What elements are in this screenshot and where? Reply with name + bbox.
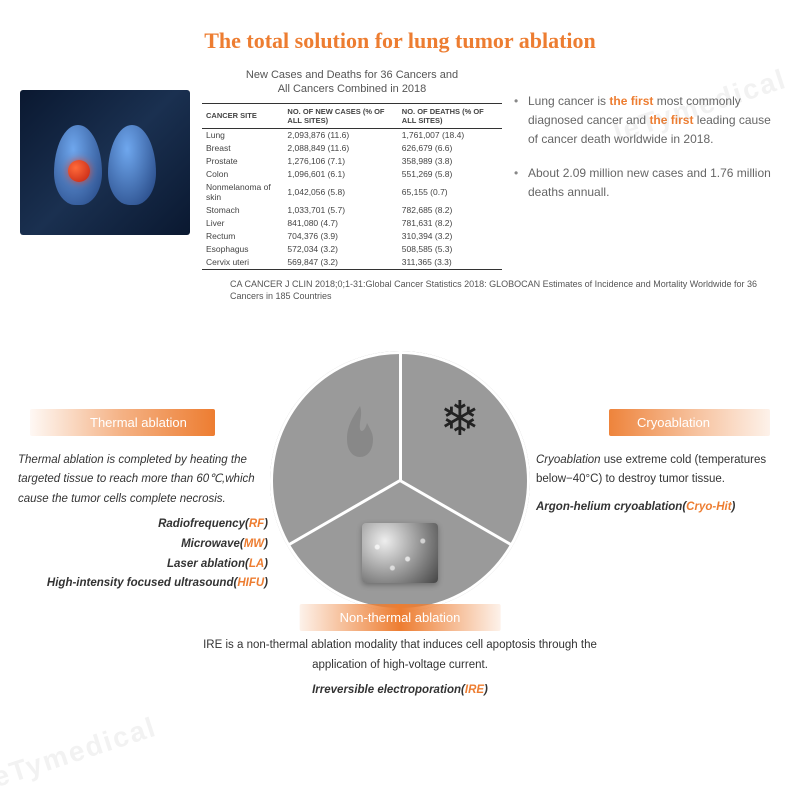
- table-cell: Cervix uteri: [202, 256, 283, 270]
- table-row: Breast2,088,849 (11.6)626,679 (6.6): [202, 142, 502, 155]
- lung-tumor-image: [20, 90, 190, 235]
- cancer-stats-table: New Cases and Deaths for 36 Cancers and …: [202, 68, 502, 270]
- bullet-1: Lung cancer is the first most commonly d…: [514, 92, 780, 150]
- table-cell: 508,585 (5.3): [398, 243, 502, 256]
- table-cell: 551,269 (5.8): [398, 168, 502, 181]
- table-row: Colon1,096,601 (6.1)551,269 (5.8): [202, 168, 502, 181]
- table-caption: New Cases and Deaths for 36 Cancers and …: [202, 68, 502, 97]
- thermal-tech-item: High-intensity focused ultrasound(HIFU): [18, 574, 268, 594]
- table-cell: Esophagus: [202, 243, 283, 256]
- ablation-diagram: ❄ Thermal ablation Cryoablation Non-ther…: [0, 315, 800, 715]
- table-row: Esophagus572,034 (3.2)508,585 (5.3): [202, 243, 502, 256]
- cryo-desc: Cryoablation use extreme cold (temperatu…: [536, 451, 786, 490]
- table-cell: 65,155 (0.7): [398, 181, 502, 204]
- table-cell: 704,376 (3.9): [283, 230, 397, 243]
- thermal-tech-item: Radiofrequency(RF): [18, 515, 268, 535]
- nonthermal-tech: Irreversible electroporation(IRE): [190, 681, 610, 701]
- cell-structure-image: [362, 523, 438, 583]
- thermal-label: Thermal ablation: [30, 409, 215, 436]
- table-header: CANCER SITE: [202, 103, 283, 128]
- table-cell: 1,761,007 (18.4): [398, 128, 502, 142]
- nonthermal-block: IRE is a non-thermal ablation modality t…: [190, 636, 610, 701]
- table-cell: 572,034 (3.2): [283, 243, 397, 256]
- key-points: Lung cancer is the first most commonly d…: [514, 68, 780, 270]
- table-cell: Breast: [202, 142, 283, 155]
- table-cell: 1,042,056 (5.8): [283, 181, 397, 204]
- nonthermal-desc: IRE is a non-thermal ablation modality t…: [190, 636, 610, 675]
- table-row: Cervix uteri569,847 (3.2)311,365 (3.3): [202, 256, 502, 270]
- table-row: Lung2,093,876 (11.6)1,761,007 (18.4): [202, 128, 502, 142]
- table-cell: 311,365 (3.3): [398, 256, 502, 270]
- table-cell: 1,276,106 (7.1): [283, 155, 397, 168]
- table-cell: 781,631 (8.2): [398, 217, 502, 230]
- table-cell: Nonmelanoma of skin: [202, 181, 283, 204]
- table-cell: 841,080 (4.7): [283, 217, 397, 230]
- bullet-2: About 2.09 million new cases and 1.76 mi…: [514, 164, 780, 202]
- center-circle: ❄: [270, 351, 530, 611]
- table-cell: 358,989 (3.8): [398, 155, 502, 168]
- table-row: Stomach1,033,701 (5.7)782,685 (8.2): [202, 204, 502, 217]
- citation-text: CA CANCER J CLIN 2018;0;1-31:Global Canc…: [230, 278, 770, 303]
- table-cell: 626,679 (6.6): [398, 142, 502, 155]
- table-header: NO. OF NEW CASES (% OF ALL SITES): [283, 103, 397, 128]
- cryo-tech: Argon-helium cryoablation(Cryo-Hit): [536, 498, 786, 518]
- page-title: The total solution for lung tumor ablati…: [0, 0, 800, 68]
- table-cell: 1,033,701 (5.7): [283, 204, 397, 217]
- table-cell: 310,394 (3.2): [398, 230, 502, 243]
- table-cell: Lung: [202, 128, 283, 142]
- table-header: NO. OF DEATHS (% OF ALL SITES): [398, 103, 502, 128]
- thermal-tech-item: Microwave(MW): [18, 535, 268, 555]
- flame-icon: [335, 401, 385, 473]
- table-cell: 782,685 (8.2): [398, 204, 502, 217]
- cryo-block: Cryoablation use extreme cold (temperatu…: [536, 451, 786, 518]
- thermal-desc: Thermal ablation is completed by heating…: [18, 451, 268, 510]
- table-cell: Colon: [202, 168, 283, 181]
- nonthermal-label: Non-thermal ablation: [300, 604, 501, 631]
- watermark: leTymedical: [0, 711, 161, 797]
- thermal-tech-item: Laser ablation(LA): [18, 555, 268, 575]
- table-cell: 569,847 (3.2): [283, 256, 397, 270]
- top-section: New Cases and Deaths for 36 Cancers and …: [0, 68, 800, 270]
- table-row: Rectum704,376 (3.9)310,394 (3.2): [202, 230, 502, 243]
- table-row: Prostate1,276,106 (7.1)358,989 (3.8): [202, 155, 502, 168]
- snowflake-icon: ❄: [440, 391, 480, 447]
- table-cell: 2,093,876 (11.6): [283, 128, 397, 142]
- cryo-label: Cryoablation: [609, 409, 770, 436]
- table-row: Nonmelanoma of skin1,042,056 (5.8)65,155…: [202, 181, 502, 204]
- thermal-block: Thermal ablation is completed by heating…: [18, 451, 268, 594]
- table-cell: Prostate: [202, 155, 283, 168]
- table-row: Liver841,080 (4.7)781,631 (8.2): [202, 217, 502, 230]
- table-cell: 2,088,849 (11.6): [283, 142, 397, 155]
- table-cell: Stomach: [202, 204, 283, 217]
- stats-table: CANCER SITENO. OF NEW CASES (% OF ALL SI…: [202, 103, 502, 270]
- table-cell: 1,096,601 (6.1): [283, 168, 397, 181]
- table-cell: Rectum: [202, 230, 283, 243]
- table-cell: Liver: [202, 217, 283, 230]
